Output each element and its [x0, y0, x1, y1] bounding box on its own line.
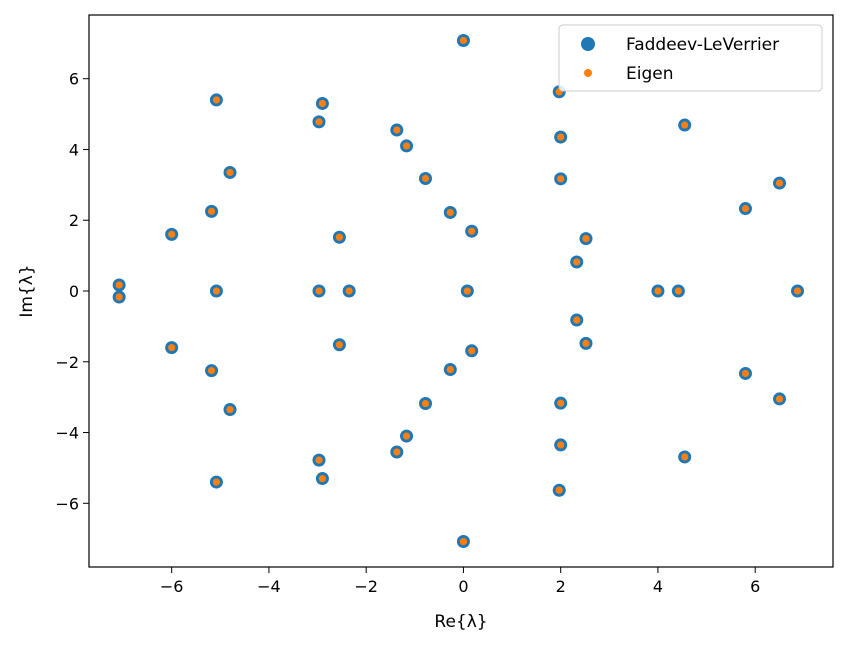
data-point: [741, 369, 750, 378]
data-point: [775, 179, 784, 187]
x-tick-label: 2: [556, 577, 566, 596]
data-point: [573, 258, 581, 266]
y-tick-label: −2: [55, 353, 79, 372]
data-point: [315, 118, 323, 126]
data-point: [557, 175, 565, 183]
data-point: [582, 339, 590, 347]
data-point: [318, 99, 327, 108]
x-axis: −6 −4 −2 0 2 4 6: [160, 567, 760, 596]
data-point: [393, 126, 401, 134]
data-point: [446, 365, 454, 374]
data-point: [573, 316, 581, 324]
data-point: [168, 344, 176, 352]
data-point: [212, 478, 220, 486]
data-point: [582, 235, 590, 243]
data-point: [463, 287, 471, 295]
data-point: [468, 347, 476, 355]
data-point: [212, 287, 220, 295]
data-point: [459, 36, 468, 45]
data-point: [557, 133, 565, 141]
y-tick-label: −6: [55, 494, 79, 513]
legend: Faddeev-LeVerrier Eigen: [558, 24, 823, 92]
data-point: [775, 395, 784, 403]
legend-marker-faddeev-leverrier: [581, 37, 595, 51]
data-point: [459, 537, 468, 546]
data-point: [115, 293, 123, 301]
series-eigen: [115, 36, 802, 546]
data-point: [468, 227, 476, 235]
data-point: [446, 208, 454, 217]
markers-layer: [112, 33, 804, 549]
data-point: [393, 448, 401, 456]
data-point: [557, 441, 565, 449]
y-tick-label: 2: [69, 211, 79, 230]
data-point: [318, 474, 327, 483]
data-point: [555, 486, 563, 494]
legend-box: [558, 24, 823, 92]
data-point: [421, 174, 430, 183]
data-point: [207, 367, 216, 375]
data-point: [345, 287, 353, 295]
data-point: [335, 341, 344, 349]
y-tick-label: 0: [69, 282, 79, 301]
x-tick-label: 6: [750, 577, 760, 596]
y-tick-label: 6: [69, 70, 79, 89]
data-point: [335, 233, 344, 241]
data-point: [212, 96, 220, 104]
data-point: [226, 168, 234, 177]
x-tick-label: −4: [257, 577, 281, 596]
legend-label-faddeev-leverrier: Faddeev-LeVerrier: [626, 35, 779, 55]
legend-marker-eigen: [584, 69, 592, 77]
y-axis-label: Im{λ}: [17, 264, 37, 317]
y-tick-label: −4: [55, 424, 79, 443]
data-point: [168, 230, 176, 238]
data-point: [681, 121, 689, 129]
data-point: [315, 287, 323, 295]
data-point: [226, 405, 234, 414]
data-point: [402, 142, 411, 150]
data-point: [793, 287, 802, 295]
x-tick-label: −2: [354, 577, 378, 596]
data-point: [315, 456, 323, 464]
data-point: [674, 287, 682, 295]
y-tick-label: 4: [69, 140, 79, 159]
x-tick-label: 0: [458, 577, 468, 596]
data-point: [681, 453, 689, 461]
data-point: [741, 204, 750, 213]
x-tick-label: −6: [160, 577, 184, 596]
y-axis: −6 −4 −2 0 2 4 6: [55, 70, 89, 513]
data-point: [115, 281, 123, 289]
data-point: [402, 432, 411, 440]
x-tick-label: 4: [653, 577, 663, 596]
legend-label-eigen: Eigen: [626, 64, 674, 84]
data-point: [654, 287, 662, 295]
data-point: [421, 399, 430, 408]
data-point: [207, 207, 216, 215]
x-axis-label: Re{λ}: [434, 612, 487, 632]
data-point: [557, 399, 565, 407]
